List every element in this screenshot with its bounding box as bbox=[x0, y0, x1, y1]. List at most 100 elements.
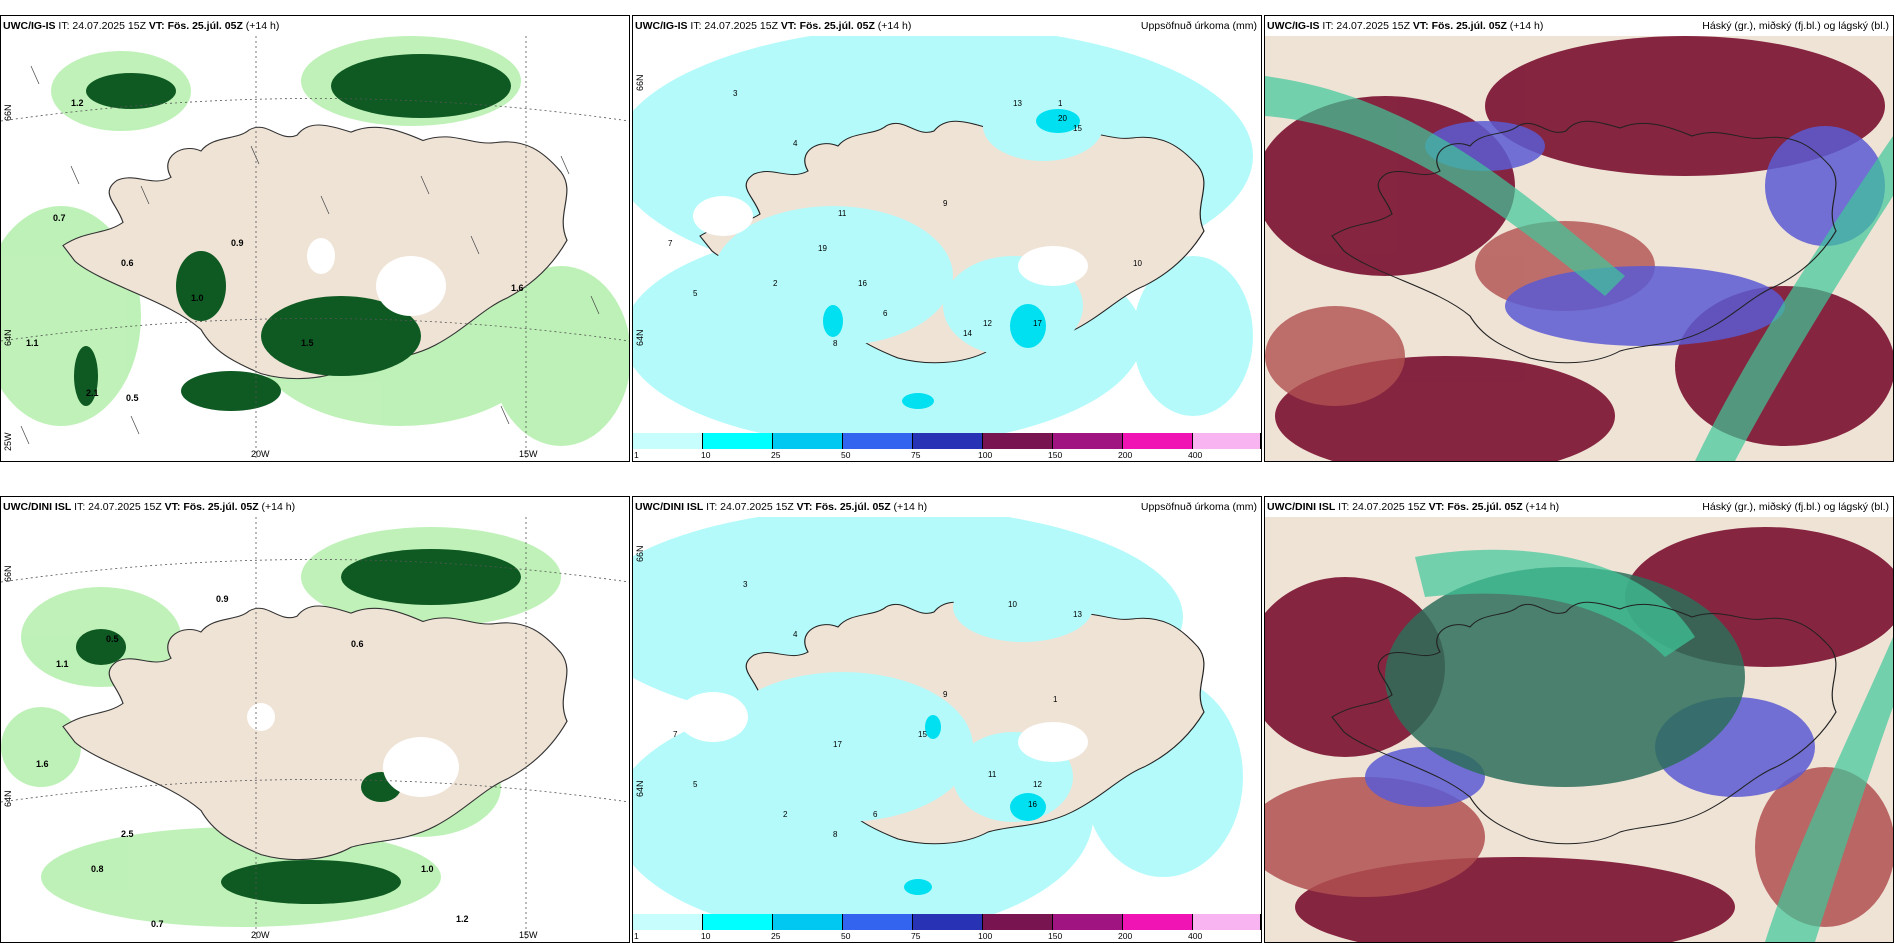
pcp-label: 2.1 bbox=[86, 388, 99, 398]
colorbar-tick: 75 bbox=[911, 931, 921, 941]
map-accum-precip: 3 4 5 6 7 8 9 10 11 12 13 14 15 16 17 19… bbox=[633, 36, 1261, 461]
precip-value: 9 bbox=[943, 690, 948, 699]
colorbar-tick: 400 bbox=[1188, 450, 1203, 460]
lat-label: 64N bbox=[3, 790, 13, 807]
precip-value: 12 bbox=[1033, 780, 1042, 789]
pcp-label: 1.6 bbox=[511, 283, 524, 293]
pcp-label: 0.8 bbox=[91, 864, 104, 874]
panel-ig-clouds: UWC/IG-IS IT: 24.07.2025 15Z VT: Fös. 25… bbox=[1264, 15, 1894, 462]
pcp-label: 0.7 bbox=[53, 213, 66, 223]
pcp-label: 0.5 bbox=[126, 393, 139, 403]
precip-value: 2 bbox=[773, 279, 778, 288]
lat-label: 64N bbox=[635, 329, 645, 346]
pcp-label: 0.9 bbox=[216, 594, 229, 604]
precip-value: 11 bbox=[838, 209, 847, 218]
pcp-label: 1.5 bbox=[301, 338, 314, 348]
pcp-label: 0.5 bbox=[106, 634, 119, 644]
map-clouds bbox=[1265, 517, 1893, 942]
map-accum-precip: 3 4 5 6 7 8 9 10 11 12 13 15 16 17 1 2 bbox=[633, 517, 1261, 942]
colorbar-tick: 1 bbox=[634, 931, 639, 941]
precip-value: 15 bbox=[918, 730, 927, 739]
precip-value: 14 bbox=[963, 329, 972, 338]
precip-value: 19 bbox=[818, 244, 827, 253]
precip-value: 6 bbox=[873, 810, 878, 819]
colorbar-tick: 10 bbox=[701, 450, 711, 460]
precip-value: 16 bbox=[1028, 800, 1037, 809]
precip-value: 7 bbox=[673, 730, 678, 739]
panel-dini-accum-precip: UWC/DINI ISL IT: 24.07.2025 15Z VT: Fös.… bbox=[632, 496, 1262, 943]
map-precip-wind: 0.8 0.7 1.1 0.5 1.6 0.9 1.0 1.2 0.6 2.5 bbox=[1, 517, 629, 942]
colorbar-tick: 100 bbox=[978, 450, 993, 460]
pcp-label: 0.6 bbox=[351, 639, 364, 649]
colorbar-swatch bbox=[773, 914, 843, 930]
colorbar-tick: 400 bbox=[1188, 931, 1203, 941]
precip-value: 5 bbox=[693, 289, 698, 298]
colorbar-tick: 10 bbox=[701, 931, 711, 941]
pcp-label: 2.5 bbox=[121, 829, 134, 839]
precip-value: 10 bbox=[1008, 600, 1017, 609]
colorbar-swatch bbox=[703, 433, 773, 449]
panel-dini-clouds: UWC/DINI ISL IT: 24.07.2025 15Z VT: Fös.… bbox=[1264, 496, 1894, 943]
colorbar-tick: 1 bbox=[634, 450, 639, 460]
colorbar-swatch bbox=[1053, 433, 1123, 449]
colorbar-swatch bbox=[703, 914, 773, 930]
precip-value: 3 bbox=[733, 89, 738, 98]
lon-label: 20W bbox=[251, 930, 270, 940]
colorbar: 1 10 25 50 75 100 150 200 400 bbox=[633, 914, 1261, 942]
precip-value: 5 bbox=[693, 780, 698, 789]
colorbar-swatch bbox=[983, 914, 1053, 930]
panel-dini-precip-wind: UWC/DINI ISL IT: 24.07.2025 15Z VT: Fös.… bbox=[0, 496, 630, 943]
colorbar-tick: 150 bbox=[1048, 450, 1063, 460]
pcp-label: 1.2 bbox=[456, 914, 469, 924]
colorbar-swatch bbox=[913, 433, 983, 449]
precip-value: 7 bbox=[668, 239, 673, 248]
precip-value: 15 bbox=[1073, 124, 1082, 133]
precip-value: 10 bbox=[1133, 259, 1142, 268]
colorbar-swatch bbox=[1123, 433, 1193, 449]
pcp-label: 0.6 bbox=[121, 258, 134, 268]
precip-value: 2 bbox=[783, 810, 788, 819]
panel-header: UWC/DINI ISL IT: 24.07.2025 15Z VT: Fös.… bbox=[633, 497, 1261, 517]
precip-value: 20 bbox=[1058, 114, 1067, 123]
pcp-label: 1.1 bbox=[26, 338, 39, 348]
precip-value: 4 bbox=[793, 630, 798, 639]
colorbar-swatch bbox=[843, 914, 913, 930]
precip-value: 4 bbox=[793, 139, 798, 148]
colorbar-swatch bbox=[633, 914, 703, 930]
colorbar-swatch bbox=[983, 433, 1053, 449]
colorbar-tick: 50 bbox=[841, 931, 851, 941]
precip-value: 6 bbox=[883, 309, 888, 318]
panel-header: UWC/IG-IS IT: 24.07.2025 15Z VT: Fös. 25… bbox=[633, 16, 1261, 36]
panel-header: UWC/IG-IS IT: 24.07.2025 15Z VT: Fös. 25… bbox=[1265, 16, 1893, 36]
precip-value: 13 bbox=[1013, 99, 1022, 108]
precip-value: 16 bbox=[858, 279, 867, 288]
precip-value: 1 bbox=[1058, 99, 1063, 108]
colorbar-swatch bbox=[1053, 914, 1123, 930]
colorbar-tick: 150 bbox=[1048, 931, 1063, 941]
precip-value: 3 bbox=[743, 580, 748, 589]
panel-ig-precip-wind: UWC/IG-IS IT: 24.07.2025 15Z VT: Fös. 25… bbox=[0, 15, 630, 462]
colorbar-tick: 25 bbox=[771, 931, 781, 941]
lat-label: 66N bbox=[3, 104, 13, 121]
pcp-label: 1.0 bbox=[191, 293, 204, 303]
colorbar-swatch bbox=[913, 914, 983, 930]
precip-value: 17 bbox=[1033, 319, 1042, 328]
precip-value: 11 bbox=[988, 770, 997, 779]
colorbar-tick: 50 bbox=[841, 450, 851, 460]
colorbar-tick: 75 bbox=[911, 450, 921, 460]
colorbar-swatch bbox=[1193, 433, 1261, 449]
map-precip-wind: 1.2 0.6 0.7 1.1 0.5 1.0 1.5 2.1 0.9 1.6 bbox=[1, 36, 629, 461]
precip-value: 1 bbox=[1053, 695, 1058, 704]
precip-value: 17 bbox=[833, 740, 842, 749]
colorbar-tick: 100 bbox=[978, 931, 993, 941]
precip-value: 13 bbox=[1073, 610, 1082, 619]
pcp-label: 1.0 bbox=[421, 864, 434, 874]
lon-label: 15W bbox=[519, 930, 538, 940]
lon-label: 25W bbox=[3, 432, 13, 451]
lat-label: 64N bbox=[635, 780, 645, 797]
colorbar-swatch bbox=[633, 433, 703, 449]
pcp-label: 1.1 bbox=[56, 659, 69, 669]
precip-value: 8 bbox=[833, 830, 838, 839]
precip-value: 9 bbox=[943, 199, 948, 208]
map-clouds bbox=[1265, 36, 1893, 461]
